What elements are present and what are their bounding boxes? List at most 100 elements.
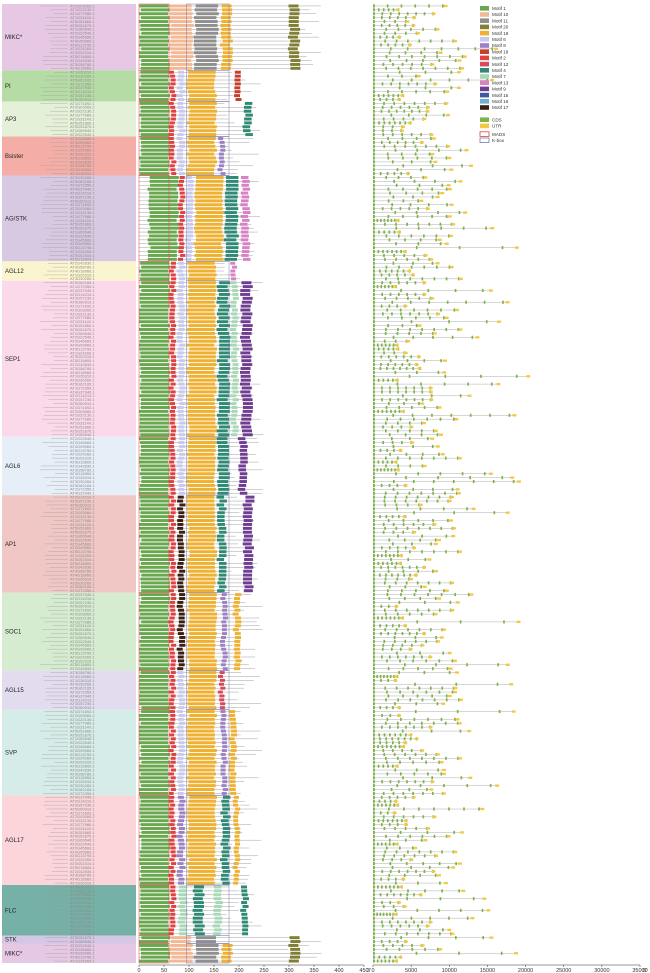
motif-box	[177, 125, 184, 129]
motif-box	[242, 347, 253, 351]
cds-exon	[373, 709, 375, 714]
gene-id-label: AT5G51870.1	[70, 226, 95, 231]
gene-id-label: AT3G02310.1	[70, 760, 95, 765]
gene-id-label: AT1G26310.1	[70, 779, 95, 784]
motif-box	[139, 429, 169, 433]
cds-exon	[389, 191, 391, 195]
cds-exon	[461, 55, 464, 59]
motif-box	[194, 932, 205, 936]
gene-id-label: AT2G45660.1	[70, 744, 95, 749]
gene-id-label: AT1G71692.1	[70, 506, 95, 511]
cds-exon	[392, 413, 395, 417]
motif-box	[195, 246, 223, 250]
motif-box	[237, 437, 246, 441]
cds-exon	[395, 561, 398, 565]
motif-box	[221, 624, 227, 628]
cds-exon	[434, 66, 437, 70]
cds-exon	[394, 148, 397, 152]
cds-exon	[373, 838, 375, 842]
cds-exon	[373, 277, 375, 281]
gene-id-label: AT1G26310.1	[70, 374, 95, 379]
cds-exon	[414, 752, 417, 756]
motif-box	[217, 483, 229, 487]
gene-id-label: AT2G03060.2	[70, 307, 95, 312]
cds-exon	[380, 355, 383, 359]
motif-box	[188, 437, 217, 441]
motif-box	[149, 191, 179, 195]
cds-exon	[384, 257, 386, 261]
gene-id-label: AT1G77980.1	[70, 822, 95, 827]
motif-box	[187, 183, 194, 187]
motif-box	[139, 819, 169, 823]
cds-exon	[390, 787, 393, 792]
legend-swatch	[480, 49, 489, 54]
cds-exon	[407, 686, 409, 690]
legend-swatch	[480, 18, 489, 23]
cds-exon	[425, 760, 427, 764]
cds-exon	[437, 191, 440, 195]
cds-exon	[387, 90, 389, 94]
cds-exon	[403, 807, 405, 811]
motif-box	[244, 121, 252, 125]
motif-box	[177, 495, 184, 499]
utr-region	[467, 729, 472, 733]
utr-region	[429, 788, 434, 791]
motif-box	[189, 612, 217, 616]
cds-exon	[404, 121, 407, 125]
utr-region	[406, 172, 410, 175]
cds-exon	[425, 144, 427, 148]
gene-id-label: AT2G42830.1	[70, 159, 95, 164]
motif-box	[179, 109, 186, 113]
cds-exon	[373, 663, 375, 667]
clade-band	[2, 70, 136, 102]
motif-box	[222, 760, 228, 764]
motif-box	[241, 343, 252, 347]
cds-exon	[416, 495, 419, 499]
cds-exon	[386, 893, 389, 897]
cds-exon	[373, 565, 375, 569]
gene-id-label: AT3G02310.1	[70, 456, 95, 461]
cds-exon	[373, 144, 375, 148]
cds-exon	[413, 772, 416, 776]
motif-box	[178, 382, 185, 386]
motif-box	[219, 402, 231, 406]
motif-box	[221, 862, 230, 866]
motif-box	[178, 674, 185, 678]
cds-exon	[373, 842, 375, 846]
motif-box	[240, 456, 248, 460]
motif-box	[139, 733, 168, 737]
motif-box	[147, 218, 177, 222]
cds-exon	[386, 811, 389, 815]
cds-exon	[373, 682, 375, 686]
motif-box	[224, 257, 238, 261]
motif-box	[171, 109, 177, 113]
motif-box	[288, 23, 299, 27]
cds-exon	[383, 499, 386, 503]
cds-exon	[416, 214, 419, 219]
cds-exon	[389, 912, 391, 916]
motif-box	[218, 137, 224, 140]
legend-frame-swatch	[479, 137, 490, 143]
motif-box	[170, 105, 176, 109]
utr-region	[516, 480, 521, 483]
motif-box	[140, 121, 170, 125]
cds-exon	[396, 491, 399, 495]
motif-box	[168, 125, 174, 129]
motif-box	[140, 569, 170, 573]
motif-box	[179, 452, 186, 456]
motif-box	[186, 234, 193, 238]
cds-exon	[515, 374, 518, 378]
motif-box	[171, 339, 177, 343]
motif-box	[244, 585, 254, 589]
motif-box	[187, 90, 216, 94]
motif-box	[187, 756, 215, 760]
motif-box	[232, 382, 239, 386]
cds-exon	[434, 538, 437, 542]
motif-box	[194, 191, 223, 195]
cds-exon	[431, 214, 433, 219]
motif-box	[139, 39, 169, 43]
cds-exon	[428, 152, 431, 156]
motif-box	[140, 749, 170, 753]
motif-box	[242, 207, 250, 211]
gene-id-label: AT4G09960.1	[70, 545, 95, 550]
